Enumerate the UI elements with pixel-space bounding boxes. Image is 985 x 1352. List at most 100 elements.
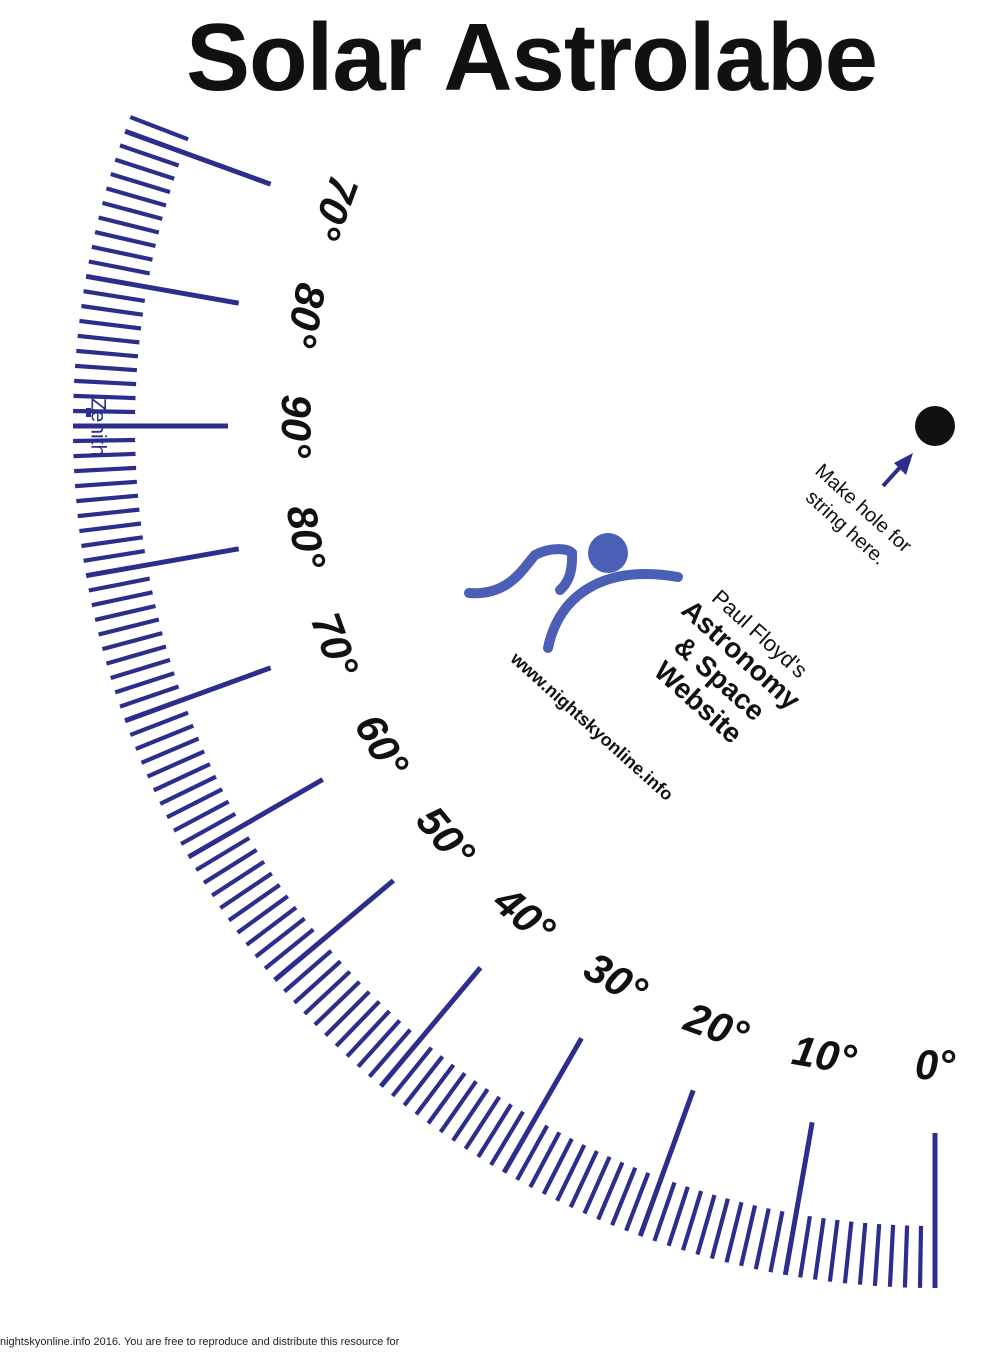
major-tick — [501, 1037, 584, 1174]
minor-tick — [73, 393, 136, 401]
minor-tick — [81, 303, 144, 317]
minor-tick — [438, 1080, 478, 1134]
minor-tick — [390, 1046, 434, 1098]
minor-tick — [152, 762, 211, 793]
page-title: Solar Astrolabe — [186, 4, 878, 111]
minor-tick — [842, 1221, 854, 1284]
minor-tick — [74, 363, 138, 373]
minor-tick — [105, 644, 167, 666]
major-tick — [124, 128, 272, 187]
minor-tick — [812, 1217, 826, 1280]
major-tick — [85, 273, 240, 306]
minor-tick — [94, 230, 156, 249]
minor-tick — [872, 1223, 882, 1287]
minor-tick — [88, 259, 151, 276]
minor-tick — [76, 348, 139, 359]
degree-label: 60° — [346, 706, 419, 786]
hole-instruction: Make hole for string here. — [801, 460, 916, 570]
minor-tick — [402, 1055, 445, 1107]
tick-marks — [73, 115, 924, 1288]
minor-tick — [463, 1095, 502, 1151]
degree-label: 40° — [484, 876, 565, 954]
minor-tick — [88, 576, 151, 593]
minor-tick — [292, 959, 342, 1005]
minor-tick — [74, 465, 137, 474]
minor-tick — [202, 848, 258, 885]
minor-tick — [739, 1205, 758, 1267]
minor-tick — [555, 1144, 587, 1202]
minor-tick — [426, 1071, 467, 1125]
minor-tick — [114, 671, 175, 695]
minor-tick — [91, 244, 153, 262]
minor-tick — [79, 521, 142, 534]
minor-tick — [219, 871, 273, 910]
degree-label: 80° — [277, 280, 335, 352]
minor-tick — [610, 1166, 638, 1226]
minor-tick — [83, 549, 146, 563]
minor-tick — [98, 617, 160, 637]
minor-tick — [83, 289, 146, 303]
minor-tick — [245, 905, 298, 947]
zenith-marker: Zenith — [86, 398, 109, 456]
minor-tick — [81, 535, 144, 549]
minor-tick — [129, 710, 189, 737]
logo-url: www.nightskyonline.info — [506, 648, 677, 805]
minor-tick — [227, 883, 281, 923]
major-tick — [273, 878, 396, 983]
minor-tick — [74, 378, 137, 387]
minor-tick — [195, 836, 251, 872]
minor-tick — [110, 657, 171, 681]
logo-text: Paul Floyd's Astronomy & Space Website — [648, 585, 812, 750]
degree-label: 30° — [576, 943, 656, 1016]
degree-label: 90° — [273, 394, 320, 459]
degree-labels: 70° 80° 90° 80° 70° 60° 50°40°30° 20° 10° 0° — [273, 170, 956, 1088]
minor-tick — [528, 1131, 562, 1189]
major-tick — [782, 1121, 815, 1276]
minor-tick — [414, 1063, 456, 1116]
minor-tick — [210, 859, 266, 898]
minor-tick — [652, 1181, 677, 1242]
minor-tick — [73, 408, 136, 415]
minor-tick — [666, 1186, 690, 1247]
minor-tick — [254, 916, 306, 959]
degree-label: 0° — [915, 1041, 956, 1088]
degree-label: 50° — [407, 797, 485, 877]
minor-tick — [324, 990, 371, 1037]
degree-label: 10° — [789, 1026, 861, 1084]
minor-tick — [582, 1155, 612, 1215]
minor-tick — [768, 1210, 785, 1273]
minor-tick — [857, 1222, 868, 1285]
degree-label: 80° — [277, 502, 335, 574]
minor-tick — [313, 980, 361, 1027]
minor-tick — [166, 787, 224, 820]
minor-tick — [79, 318, 142, 331]
degree-label: 70° — [302, 607, 368, 684]
minor-tick — [827, 1219, 840, 1282]
major-tick — [378, 965, 483, 1088]
minor-tick — [283, 949, 333, 994]
logo-swoosh-left — [464, 544, 578, 599]
minor-tick — [709, 1198, 730, 1260]
minor-tick — [680, 1190, 704, 1251]
minor-tick — [110, 171, 171, 195]
hole-arrow-icon — [881, 453, 913, 488]
minor-tick — [172, 799, 230, 833]
minor-tick — [236, 894, 290, 935]
minor-tick — [91, 590, 153, 608]
minor-tick — [98, 215, 160, 235]
minor-tick — [77, 333, 140, 345]
degree-label: 70° — [302, 170, 368, 247]
minor-tick — [476, 1103, 513, 1159]
minor-tick — [356, 1019, 402, 1069]
minor-tick — [541, 1137, 574, 1195]
major-tick — [124, 665, 272, 724]
zenith-label: Zenith — [86, 398, 109, 456]
minor-tick — [917, 1225, 924, 1288]
minor-tick — [798, 1215, 812, 1278]
minor-tick — [624, 1172, 651, 1232]
minor-tick — [724, 1201, 744, 1263]
copyright-footer: nightskyonline.info 2016. You are free t… — [0, 1336, 400, 1348]
minor-tick — [101, 200, 163, 221]
minor-tick — [135, 723, 195, 751]
